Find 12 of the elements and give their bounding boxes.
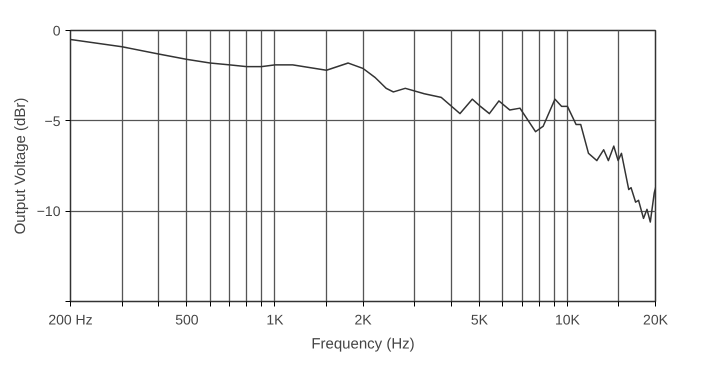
x-tick-label: 10K [554,312,581,328]
y-axis-title: Output Voltage (dBr) [12,98,29,234]
x-tick-label: 5K [470,312,489,328]
x-tick-label: 2K [354,312,372,328]
x-tick-label: 1K [266,312,284,328]
y-tick-label: −10 [36,203,61,220]
x-axis-title: Frequency (Hz) [311,336,415,352]
x-tick-label: 20K [643,312,669,328]
x-tick-label: 500 [175,312,199,328]
y-tick-label: 0 [52,22,61,38]
x-tick-label: 200 Hz [48,312,93,328]
y-tick-label: −5 [44,112,61,129]
